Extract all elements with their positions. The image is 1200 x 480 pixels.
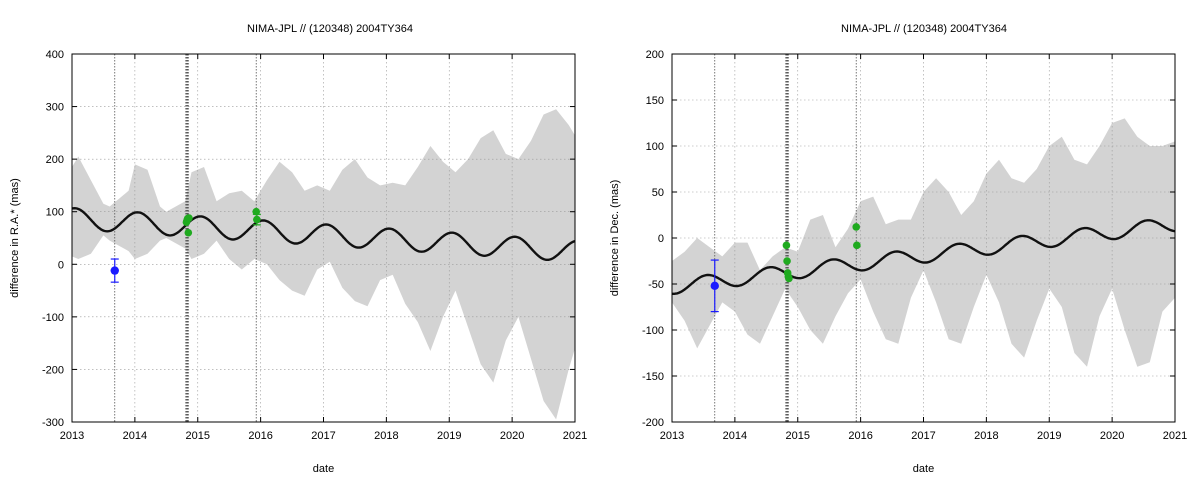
y-tick-label: 200 — [646, 49, 664, 61]
y-tick-label: 300 — [46, 102, 64, 114]
x-tick-label: 2019 — [1037, 430, 1061, 442]
x-tick-label: 2014 — [123, 430, 147, 442]
x-tick-label: 2017 — [311, 430, 335, 442]
x-tick-label: 2021 — [563, 430, 587, 442]
data-point-green — [853, 241, 861, 250]
data-point-blue — [710, 281, 719, 291]
data-point-green — [252, 207, 261, 216]
x-tick-label: 2021 — [1163, 430, 1187, 442]
y-tick-label: -100 — [42, 312, 64, 324]
y-tick-label: -200 — [642, 417, 664, 429]
x-tick-label: 2014 — [723, 430, 747, 442]
y-tick-label: -150 — [642, 371, 664, 383]
y-tick-label: 0 — [658, 233, 664, 245]
x-tick-label: 2015 — [786, 430, 810, 442]
data-point-green — [184, 228, 193, 237]
y-tick-label: 50 — [652, 187, 664, 199]
data-point-blue — [110, 266, 119, 275]
x-tick-label: 2013 — [660, 430, 684, 442]
ra-difference-chart: -300 -200 -100 0 100 200 300 400 2013 2014 2015 201… — [9, 23, 587, 475]
data-point-green — [783, 257, 791, 265]
x-tick-label: 2016 — [248, 430, 272, 442]
x-tick-label: 2020 — [500, 430, 524, 442]
data-point-green — [852, 223, 861, 231]
x-tick-label: 2020 — [1100, 430, 1124, 442]
x-tick-label: 2015 — [186, 430, 210, 442]
y-tick-label: -100 — [642, 325, 664, 337]
x-axis-label: date — [313, 463, 334, 475]
y-tick-label: 100 — [646, 141, 664, 153]
y-tick-label: 150 — [646, 95, 664, 107]
x-tick-label: 2018 — [974, 430, 998, 442]
y-tick-label: -50 — [648, 279, 664, 291]
y-tick-label: 100 — [46, 207, 64, 219]
uncertainty-band — [72, 109, 575, 420]
y-tick-label: 200 — [46, 154, 64, 166]
y-axis-label: difference in R.A.* (mas) — [9, 178, 21, 298]
data-point-green — [782, 241, 791, 250]
y-axis-label: difference in Dec. (mas) — [609, 180, 621, 297]
chart-title: NIMA-JPL // (120348) 2004TY364 — [247, 23, 413, 35]
x-tick-label: 2017 — [911, 430, 935, 442]
dec-difference-chart: -200 -150 -100 -50 0 50 100 150 200 2013 2014 2015 2… — [609, 23, 1187, 475]
data-point-green — [185, 214, 193, 222]
x-tick-label: 2019 — [437, 430, 461, 442]
x-axis-label: date — [913, 463, 934, 475]
y-tick-label: 0 — [58, 259, 64, 271]
x-tick-label: 2016 — [848, 430, 872, 442]
x-tick-label: 2018 — [374, 430, 398, 442]
y-tick-label: -200 — [42, 364, 64, 376]
data-point-green — [785, 274, 793, 283]
data-point-green — [253, 215, 261, 224]
y-tick-label: -300 — [42, 417, 64, 429]
model-curve — [72, 206, 575, 261]
x-tick-label: 2013 — [60, 430, 84, 442]
chart-title: NIMA-JPL // (120348) 2004TY364 — [841, 23, 1007, 35]
y-tick-label: 400 — [46, 49, 64, 61]
model-curve — [672, 219, 1175, 295]
